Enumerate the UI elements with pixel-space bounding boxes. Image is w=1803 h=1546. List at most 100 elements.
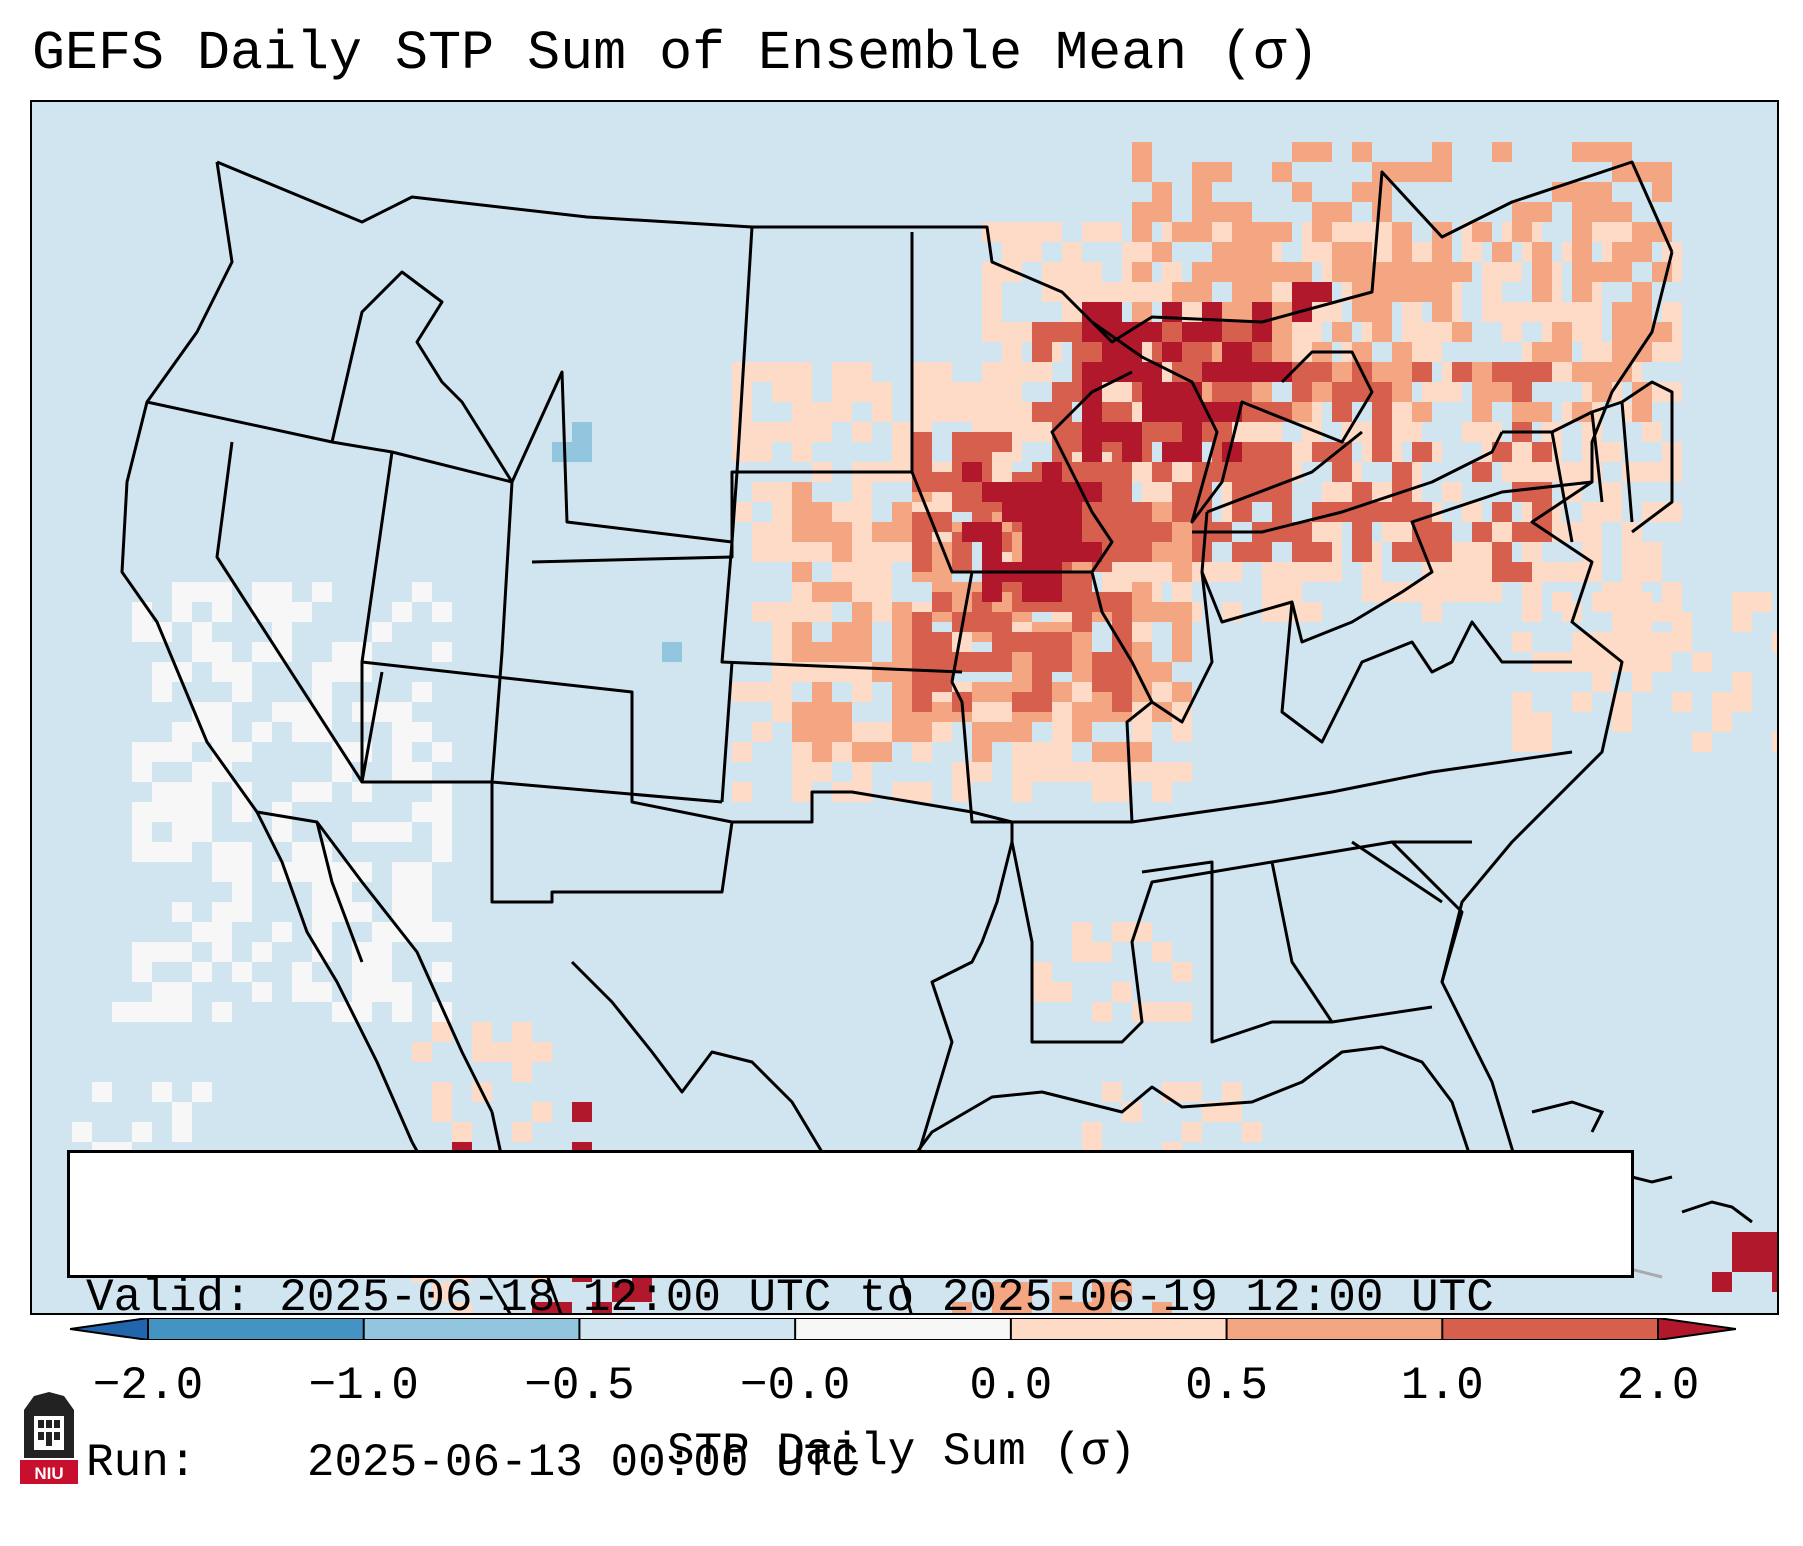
anomaly-cell <box>1302 562 1322 582</box>
colorbar-tick-label: −0.5 <box>524 1360 635 1412</box>
anomaly-cell <box>1312 222 1332 242</box>
anomaly-cell <box>772 602 792 622</box>
anomaly-cell <box>1582 342 1602 362</box>
anomaly-cell <box>1632 282 1652 302</box>
anomaly-cell <box>1392 502 1412 522</box>
anomaly-cell <box>1202 402 1222 422</box>
anomaly-cell <box>1172 542 1192 562</box>
anomaly-cell <box>412 1042 432 1062</box>
anomaly-cell <box>412 802 432 822</box>
anomaly-cell <box>792 582 812 602</box>
anomaly-cell <box>232 842 252 862</box>
anomaly-cell <box>432 962 452 982</box>
colorbar-bin <box>1226 1318 1443 1340</box>
anomaly-cell <box>432 642 452 662</box>
anomaly-cell <box>1152 182 1172 202</box>
colorbar-extend-low <box>70 1318 148 1340</box>
anomaly-cell <box>292 722 312 742</box>
anomaly-cell <box>1502 262 1522 282</box>
anomaly-cell <box>1332 242 1352 262</box>
anomaly-cell <box>1272 502 1292 522</box>
anomaly-cell <box>1252 242 1272 262</box>
anomaly-cell <box>1522 302 1542 322</box>
anomaly-cell <box>1172 762 1192 782</box>
anomaly-cell <box>1412 362 1432 382</box>
anomaly-cell <box>1512 382 1532 402</box>
anomaly-cell <box>1512 562 1532 582</box>
anomaly-cell <box>1052 702 1072 722</box>
anomaly-cell <box>752 602 772 622</box>
colorbar-tick-label: −0.0 <box>739 1360 851 1412</box>
anomaly-cell <box>272 602 292 622</box>
anomaly-cell <box>1642 542 1662 562</box>
anomaly-cell <box>832 622 852 642</box>
anomaly-cell <box>852 422 872 442</box>
anomaly-cell <box>1032 692 1052 712</box>
anomaly-cell <box>1372 382 1392 402</box>
anomaly-cell <box>212 702 232 722</box>
anomaly-cell <box>1122 562 1142 582</box>
anomaly-cell <box>412 882 432 902</box>
anomaly-cell <box>832 542 852 562</box>
anomaly-cell <box>1112 982 1132 1002</box>
anomaly-cell <box>212 762 232 782</box>
anomaly-cell <box>1072 922 1092 942</box>
anomaly-cell <box>1542 562 1562 582</box>
anomaly-cell <box>292 982 312 1002</box>
anomaly-cell <box>1602 222 1622 242</box>
anomaly-cell <box>1302 322 1322 342</box>
anomaly-cell <box>372 942 392 962</box>
anomaly-cell <box>1362 562 1382 582</box>
colorbar-bin <box>1442 1318 1659 1340</box>
anomaly-cell <box>1002 382 1022 402</box>
anomaly-cell <box>812 722 832 742</box>
anomaly-cell <box>1152 562 1172 582</box>
anomaly-cell <box>1462 242 1482 262</box>
anomaly-cell <box>1572 262 1592 282</box>
anomaly-cell <box>1402 422 1422 442</box>
anomaly-cell <box>152 782 172 802</box>
anomaly-cell <box>212 722 232 742</box>
anomaly-cell <box>232 682 252 702</box>
anomaly-cell <box>432 1082 452 1102</box>
anomaly-cell <box>1032 402 1052 422</box>
anomaly-cell <box>1172 462 1192 482</box>
anomaly-cell <box>1172 582 1192 602</box>
anomaly-cell <box>1092 652 1112 672</box>
anomaly-cell <box>1352 142 1372 162</box>
anomaly-cell <box>852 762 872 782</box>
anomaly-cell <box>812 522 832 542</box>
anomaly-cell <box>772 702 792 722</box>
anomaly-cell <box>1162 442 1182 462</box>
anomaly-cell <box>1482 422 1502 442</box>
anomaly-cell <box>1202 302 1222 322</box>
anomaly-cell <box>432 602 452 622</box>
anomaly-cell <box>992 432 1012 452</box>
anomaly-cell <box>1062 262 1082 282</box>
anomaly-cell <box>1292 262 1312 282</box>
anomaly-cell <box>1082 402 1102 422</box>
anomaly-cell <box>1062 302 1082 322</box>
state-lines-central <box>360 232 1214 904</box>
anomaly-cell <box>1202 1102 1222 1122</box>
anomaly-cell <box>612 1282 632 1302</box>
anomaly-cell <box>292 602 312 622</box>
anomaly-cell <box>852 602 872 622</box>
anomaly-cell <box>1552 342 1572 362</box>
anomaly-cell <box>1252 282 1272 302</box>
anomaly-cell <box>932 362 952 382</box>
anomaly-cell <box>1162 382 1182 402</box>
anomaly-cell <box>1442 482 1462 502</box>
anomaly-cell <box>1502 302 1522 322</box>
anomaly-cell <box>152 1002 172 1022</box>
anomaly-cell <box>1112 612 1132 632</box>
anomaly-cell <box>332 662 352 682</box>
anomaly-cell <box>892 662 912 682</box>
anomaly-cell <box>1082 442 1102 462</box>
anomaly-cell <box>892 782 912 802</box>
anomaly-cell <box>1132 262 1152 282</box>
anomaly-cell <box>1142 362 1162 382</box>
anomaly-cell <box>132 802 152 822</box>
anomaly-cell <box>1472 362 1492 382</box>
anomaly-cell <box>1192 262 1212 282</box>
